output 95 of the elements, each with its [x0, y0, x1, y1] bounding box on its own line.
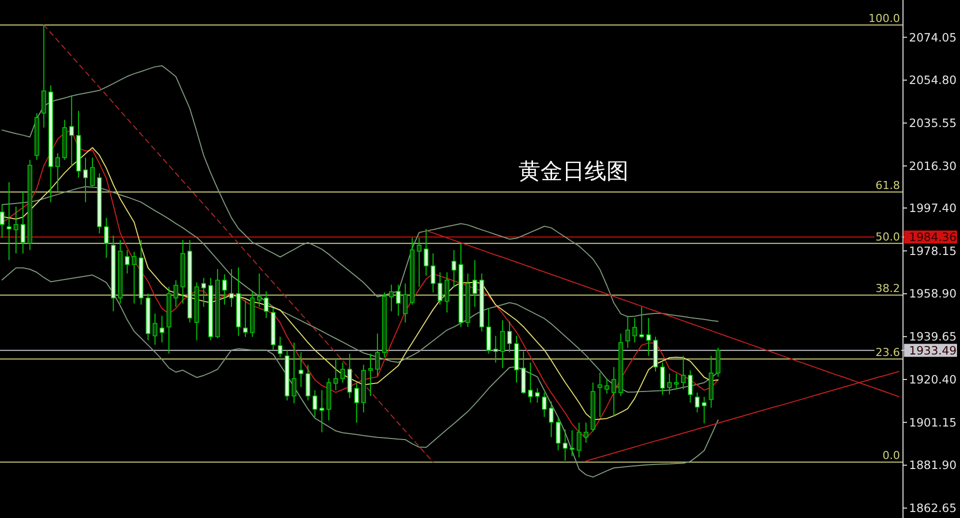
candlestick [486, 307, 491, 354]
candlestick [340, 362, 346, 384]
candlestick [612, 366, 616, 417]
candlestick [562, 428, 568, 462]
y-tick-label: 1958.90 [909, 286, 957, 301]
candlestick [375, 333, 380, 376]
annotation: 23.6 [876, 346, 900, 359]
candlestick [402, 282, 408, 323]
y-tick-label: 1862.65 [909, 501, 957, 516]
candlestick [625, 315, 630, 348]
candlestick [90, 157, 95, 188]
candlestick [639, 306, 644, 339]
candlestick [688, 370, 693, 404]
annotation: 38.2 [876, 282, 900, 296]
candlestick [389, 284, 394, 312]
candlestick [104, 217, 109, 258]
candlestick [256, 272, 262, 308]
candlestick [41, 24, 46, 128]
candlestick [444, 272, 450, 313]
candlestick [0, 204, 4, 238]
candlestick [354, 382, 359, 424]
candlestick [368, 353, 373, 396]
candlestick [55, 152, 60, 192]
candlestick [500, 320, 505, 369]
candlestick [174, 280, 178, 308]
candlestick [493, 335, 498, 364]
candlestick [396, 284, 401, 316]
y-tick-label: 1881.90 [909, 458, 957, 472]
candlestick [556, 416, 561, 451]
candlestick [667, 373, 672, 395]
candlestick [660, 362, 665, 396]
candlestick [124, 250, 130, 274]
candlestick [152, 313, 158, 346]
candlestick [542, 392, 547, 418]
candlestick [548, 401, 554, 438]
candlestick [347, 353, 352, 399]
candlestick [160, 315, 164, 344]
candlestick [243, 300, 248, 338]
candlestick [632, 318, 637, 344]
annotation: 100.0 [868, 12, 900, 25]
line-series [2, 267, 719, 478]
candlestick [69, 94, 74, 168]
candlestick [229, 268, 234, 308]
candlestick [716, 347, 720, 378]
y-tick-label: 2035.55 [909, 116, 957, 130]
y-tick-label: 1939.65 [909, 330, 957, 344]
annotation: 0.0 [882, 449, 900, 462]
y-tick-label: 2054.80 [909, 73, 957, 88]
candlestick [298, 352, 304, 388]
candlestick [535, 388, 540, 404]
candlestick [424, 228, 428, 276]
candlestick [438, 272, 442, 306]
candlestick [306, 364, 310, 401]
candlestick [14, 206, 18, 254]
candlestick [312, 390, 318, 418]
y-tick-label: 1984.36 [909, 230, 957, 244]
y-tick-label: 1933.49 [909, 343, 957, 358]
candlestick [694, 392, 700, 413]
candlestick [576, 422, 582, 458]
candlestick [264, 290, 269, 319]
candlestick [430, 252, 436, 293]
candlestick [132, 251, 136, 304]
candlestick [604, 378, 610, 394]
candlestick [598, 372, 602, 418]
annotation: 50.0 [876, 230, 900, 244]
y-tick-label: 2074.05 [909, 30, 957, 44]
candlestick [472, 260, 478, 308]
candlestick [278, 336, 282, 358]
candlestick [507, 320, 512, 353]
line-series [43, 24, 434, 463]
candlestick [528, 362, 533, 404]
candlestick [646, 318, 651, 356]
y-tick-label: 1978.15 [909, 244, 957, 258]
candlestick [702, 396, 706, 424]
y-tick-label: 1901.15 [909, 415, 957, 430]
candlestick [20, 190, 26, 254]
candlestick [292, 342, 296, 404]
candlestick [320, 390, 324, 433]
candlestick [584, 422, 588, 444]
candlestick [416, 237, 422, 288]
candlestick [222, 274, 227, 306]
text: 黄金日线图 [518, 160, 628, 185]
candlestick [6, 182, 12, 261]
y-tick-label: 2016.30 [909, 158, 957, 173]
line-series [2, 65, 719, 322]
candlestick [674, 373, 679, 390]
candlestick [681, 355, 686, 390]
candlestick [201, 277, 206, 308]
candlestick [570, 430, 574, 457]
candlestick [333, 358, 338, 391]
candlestick [452, 250, 456, 288]
candlestick [83, 157, 88, 203]
y-tick-label: 1997.40 [909, 201, 957, 215]
y-tick-label: 1920.40 [909, 372, 957, 386]
annotation: 61.8 [876, 178, 900, 192]
